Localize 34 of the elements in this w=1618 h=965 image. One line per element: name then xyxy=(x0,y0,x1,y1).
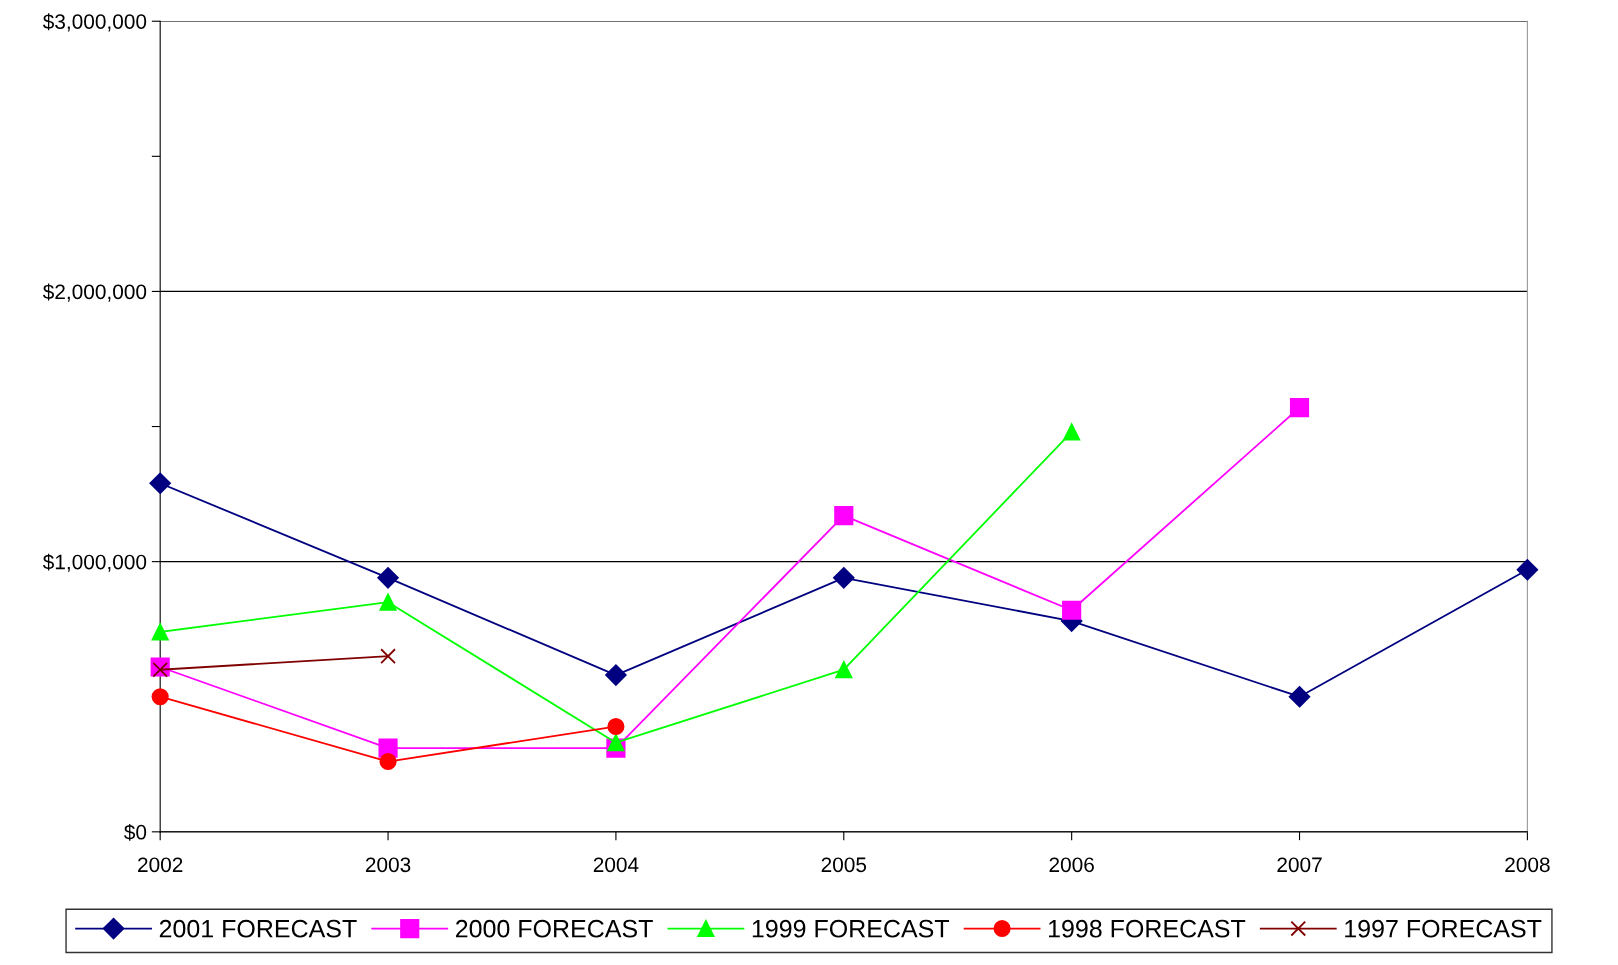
point xyxy=(379,753,397,771)
point xyxy=(151,688,169,706)
point xyxy=(1516,559,1539,581)
x-tick-label: 2006 xyxy=(1049,857,1094,873)
legend-label: 1997 FORECAST xyxy=(1345,919,1542,938)
x-tick-label: 2002 xyxy=(138,857,183,873)
point xyxy=(1289,398,1310,418)
legend-label: 2001 FORECAST xyxy=(159,919,357,938)
point xyxy=(835,661,853,679)
point xyxy=(1062,600,1082,620)
y-tick-label: $1,000,000 xyxy=(42,553,147,572)
x-tick-label: 2005 xyxy=(821,857,867,873)
point xyxy=(833,567,855,589)
y-tick-label: $2,000,000 xyxy=(42,283,147,302)
x-tick-label: 2004 xyxy=(593,857,639,873)
legend-label: 1999 FORECAST xyxy=(752,919,950,938)
y-tick-label: $0 xyxy=(124,823,147,841)
point xyxy=(1288,686,1311,708)
x-tick-label: 2003 xyxy=(365,857,411,873)
point xyxy=(379,593,397,611)
legend-label: 2000 FORECAST xyxy=(455,919,653,938)
x-tick-label: 2008 xyxy=(1505,857,1550,873)
y-tick-label: $3,000,000 xyxy=(42,13,147,32)
point xyxy=(377,567,399,589)
point xyxy=(605,664,627,686)
point xyxy=(151,623,169,641)
point xyxy=(149,472,171,494)
point xyxy=(380,648,396,665)
point xyxy=(607,734,625,752)
legend-label: 1998 FORECAST xyxy=(1048,919,1246,938)
x-tick-label: 2007 xyxy=(1277,857,1322,873)
point xyxy=(834,506,854,526)
point xyxy=(1063,423,1081,441)
point xyxy=(607,717,625,735)
